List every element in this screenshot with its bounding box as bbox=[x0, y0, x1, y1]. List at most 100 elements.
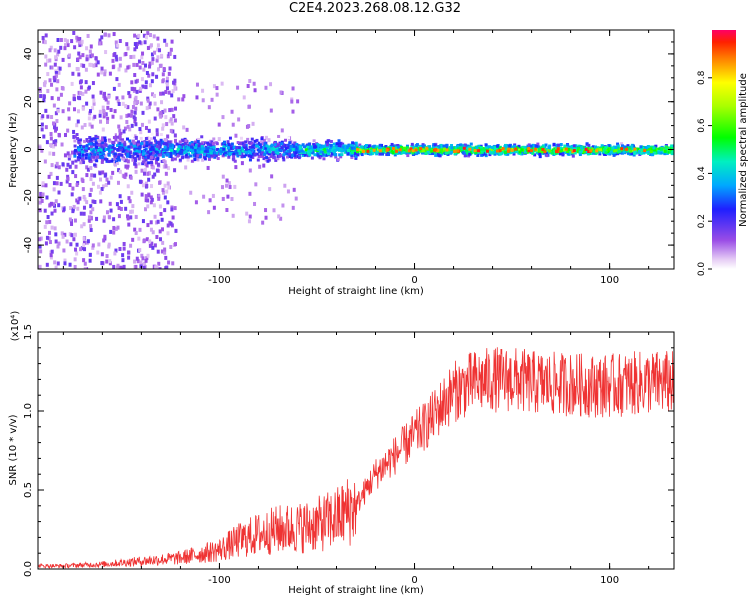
heatmap-cell bbox=[149, 200, 153, 205]
heatmap-cell bbox=[242, 95, 246, 100]
heatmap-cell bbox=[79, 247, 83, 252]
heatmap-cell bbox=[56, 244, 60, 249]
heatmap-cell bbox=[82, 205, 86, 210]
heatmap-cell bbox=[201, 141, 205, 145]
heatmap-cell bbox=[103, 136, 107, 140]
heatmap-cell bbox=[67, 116, 71, 121]
heatmap-cell bbox=[151, 57, 155, 62]
heatmap-cell bbox=[54, 73, 58, 78]
heatmap-cell bbox=[248, 158, 252, 162]
heatmap-cell bbox=[536, 142, 540, 146]
heatmap-cell bbox=[80, 150, 84, 154]
heatmap-cell bbox=[125, 42, 129, 47]
heatmap-cell bbox=[89, 148, 93, 152]
heatmap-cell bbox=[92, 147, 96, 151]
heatmap-cell bbox=[514, 147, 518, 151]
snr-series bbox=[38, 347, 674, 569]
y-tick-label: -40 bbox=[23, 237, 34, 253]
heatmap-cell bbox=[238, 152, 242, 156]
heatmap-cell bbox=[128, 155, 132, 159]
heatmap-cell bbox=[405, 146, 409, 150]
heatmap-cell bbox=[158, 63, 162, 68]
heatmap-cell bbox=[575, 148, 579, 152]
heatmap-cell bbox=[251, 146, 255, 150]
heatmap-cell bbox=[165, 265, 169, 269]
heatmap-cell bbox=[156, 43, 160, 48]
heatmap-cell bbox=[76, 95, 80, 100]
heatmap-cell bbox=[372, 148, 376, 152]
heatmap-cell bbox=[248, 150, 252, 154]
heatmap-cell bbox=[80, 39, 84, 44]
heatmap-cell bbox=[92, 98, 96, 103]
heatmap-cell bbox=[153, 144, 157, 148]
heatmap-cell bbox=[167, 147, 171, 151]
heatmap-cell bbox=[39, 249, 43, 254]
heatmap-cell bbox=[151, 149, 155, 154]
heatmap-cell bbox=[149, 227, 153, 232]
heatmap-cell bbox=[177, 145, 181, 149]
heatmap-cell bbox=[469, 142, 473, 146]
heatmap-cell bbox=[345, 145, 349, 149]
heatmap-cell bbox=[79, 85, 83, 90]
heatmap-cell bbox=[80, 42, 84, 47]
heatmap-cell bbox=[279, 90, 283, 95]
heatmap-cell bbox=[495, 149, 499, 153]
heatmap-cell bbox=[329, 139, 333, 143]
heatmap-cell bbox=[537, 149, 541, 153]
heatmap-cell bbox=[202, 152, 206, 156]
heatmap-cell bbox=[154, 153, 158, 157]
heatmap-cell bbox=[248, 79, 252, 84]
heatmap-cell bbox=[138, 150, 142, 154]
heatmap-cell bbox=[277, 134, 281, 138]
heatmap-cell bbox=[663, 149, 667, 153]
heatmap-cell bbox=[434, 153, 438, 157]
heatmap-cell bbox=[106, 100, 110, 105]
heatmap-cell bbox=[173, 157, 177, 161]
heatmap-cell bbox=[169, 128, 173, 133]
heatmap-cell bbox=[129, 150, 133, 155]
heatmap-cell bbox=[159, 138, 163, 142]
heatmap-cell bbox=[462, 146, 466, 150]
heatmap-cell bbox=[267, 152, 271, 156]
heatmap-cell bbox=[83, 148, 87, 152]
heatmap-cell bbox=[112, 264, 116, 269]
heatmap-cell bbox=[234, 133, 238, 138]
heatmap-cell bbox=[358, 143, 362, 147]
heatmap-cell bbox=[128, 139, 132, 143]
heatmap-cell bbox=[654, 144, 658, 148]
heatmap-cell bbox=[182, 125, 186, 130]
heatmap-cell bbox=[118, 133, 122, 138]
heatmap-cell bbox=[111, 140, 115, 144]
heatmap-cell bbox=[91, 94, 95, 99]
heatmap-cell bbox=[75, 150, 79, 154]
heatmap-cell bbox=[170, 143, 174, 147]
heatmap-cell bbox=[96, 153, 100, 157]
heatmap-cell bbox=[464, 150, 468, 154]
heatmap-cell bbox=[129, 145, 133, 149]
heatmap-cell bbox=[166, 231, 170, 236]
heatmap-cell bbox=[134, 169, 138, 174]
heatmap-cell bbox=[72, 30, 76, 35]
heatmap-cell bbox=[163, 145, 167, 149]
heatmap-cell bbox=[276, 151, 280, 155]
heatmap-cell bbox=[160, 100, 164, 105]
heatmap-cell bbox=[592, 151, 596, 155]
heatmap-cell bbox=[262, 163, 266, 168]
heatmap-cell bbox=[155, 168, 159, 173]
heatmap-cell bbox=[125, 137, 129, 141]
heatmap-cell bbox=[523, 150, 527, 154]
heatmap-cell bbox=[68, 183, 72, 188]
heatmap-cell bbox=[155, 147, 159, 151]
heatmap-cell bbox=[124, 51, 128, 56]
heatmap-cell bbox=[99, 119, 103, 124]
heatmap-cell bbox=[286, 189, 290, 194]
heatmap-cell bbox=[468, 152, 472, 156]
heatmap-cell bbox=[134, 106, 138, 111]
heatmap-cell bbox=[278, 154, 282, 158]
heatmap-cell bbox=[537, 145, 541, 149]
heatmap-cell bbox=[114, 138, 118, 142]
heatmap-cell bbox=[273, 143, 277, 147]
heatmap-cell bbox=[572, 148, 576, 152]
heatmap-cell bbox=[287, 136, 291, 140]
heatmap-cell bbox=[264, 135, 268, 140]
